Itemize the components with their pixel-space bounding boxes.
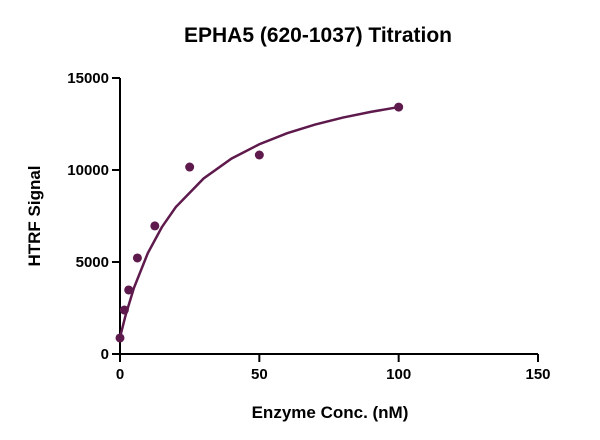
x-tick-label: 0: [116, 366, 124, 383]
y-axis-label: HTRF Signal: [25, 165, 44, 266]
data-point: [132, 253, 142, 263]
y-tick-label: 10000: [67, 162, 109, 179]
y-tick-label: 15000: [67, 70, 109, 87]
x-tick-label: 50: [251, 366, 268, 383]
y-tick-label: 5000: [76, 254, 109, 271]
x-axis-label: Enzyme Conc. (nM): [252, 403, 409, 422]
data-point: [124, 285, 134, 295]
data-point: [185, 162, 195, 172]
x-tick-label: 100: [386, 366, 411, 383]
data-point: [115, 333, 125, 343]
data-point: [254, 150, 264, 160]
y-tick-label: 0: [101, 346, 109, 363]
data-point: [150, 221, 160, 231]
x-tick-label: 150: [525, 366, 550, 383]
fit-curve: [118, 105, 399, 338]
chart-title: EPHA5 (620-1037) Titration: [184, 24, 452, 47]
